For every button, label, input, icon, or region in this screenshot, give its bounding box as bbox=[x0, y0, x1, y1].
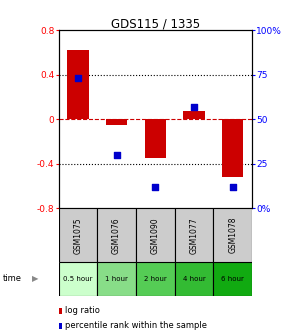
Bar bbox=[97, 208, 136, 262]
Text: percentile rank within the sample: percentile rank within the sample bbox=[65, 322, 207, 330]
Text: time: time bbox=[3, 275, 22, 283]
Text: 6 hour: 6 hour bbox=[221, 276, 244, 282]
Text: GSM1090: GSM1090 bbox=[151, 217, 160, 254]
Text: ▶: ▶ bbox=[32, 275, 39, 283]
Text: 1 hour: 1 hour bbox=[105, 276, 128, 282]
Text: log ratio: log ratio bbox=[65, 306, 100, 315]
Point bbox=[153, 184, 158, 190]
Text: 0.5 hour: 0.5 hour bbox=[63, 276, 93, 282]
Bar bbox=[175, 262, 213, 296]
Text: 2 hour: 2 hour bbox=[144, 276, 167, 282]
Text: GSM1078: GSM1078 bbox=[228, 217, 237, 253]
Bar bbox=[136, 208, 175, 262]
Text: 4 hour: 4 hour bbox=[183, 276, 205, 282]
Bar bbox=[183, 112, 205, 119]
Text: GSM1076: GSM1076 bbox=[112, 217, 121, 254]
Bar bbox=[213, 262, 252, 296]
Bar bbox=[59, 262, 97, 296]
Bar bbox=[136, 262, 175, 296]
Bar bbox=[175, 208, 213, 262]
Text: GSM1077: GSM1077 bbox=[190, 217, 198, 254]
Bar bbox=[67, 50, 88, 119]
Point bbox=[76, 76, 80, 81]
Bar bbox=[213, 208, 252, 262]
Bar bbox=[222, 119, 243, 177]
Text: GSM1075: GSM1075 bbox=[74, 217, 82, 254]
Bar bbox=[106, 119, 127, 125]
Bar bbox=[97, 262, 136, 296]
Point bbox=[114, 152, 119, 158]
Point bbox=[230, 184, 235, 190]
Bar bbox=[59, 208, 97, 262]
Bar bbox=[145, 119, 166, 158]
Point bbox=[192, 104, 196, 110]
Title: GDS115 / 1335: GDS115 / 1335 bbox=[111, 17, 200, 30]
